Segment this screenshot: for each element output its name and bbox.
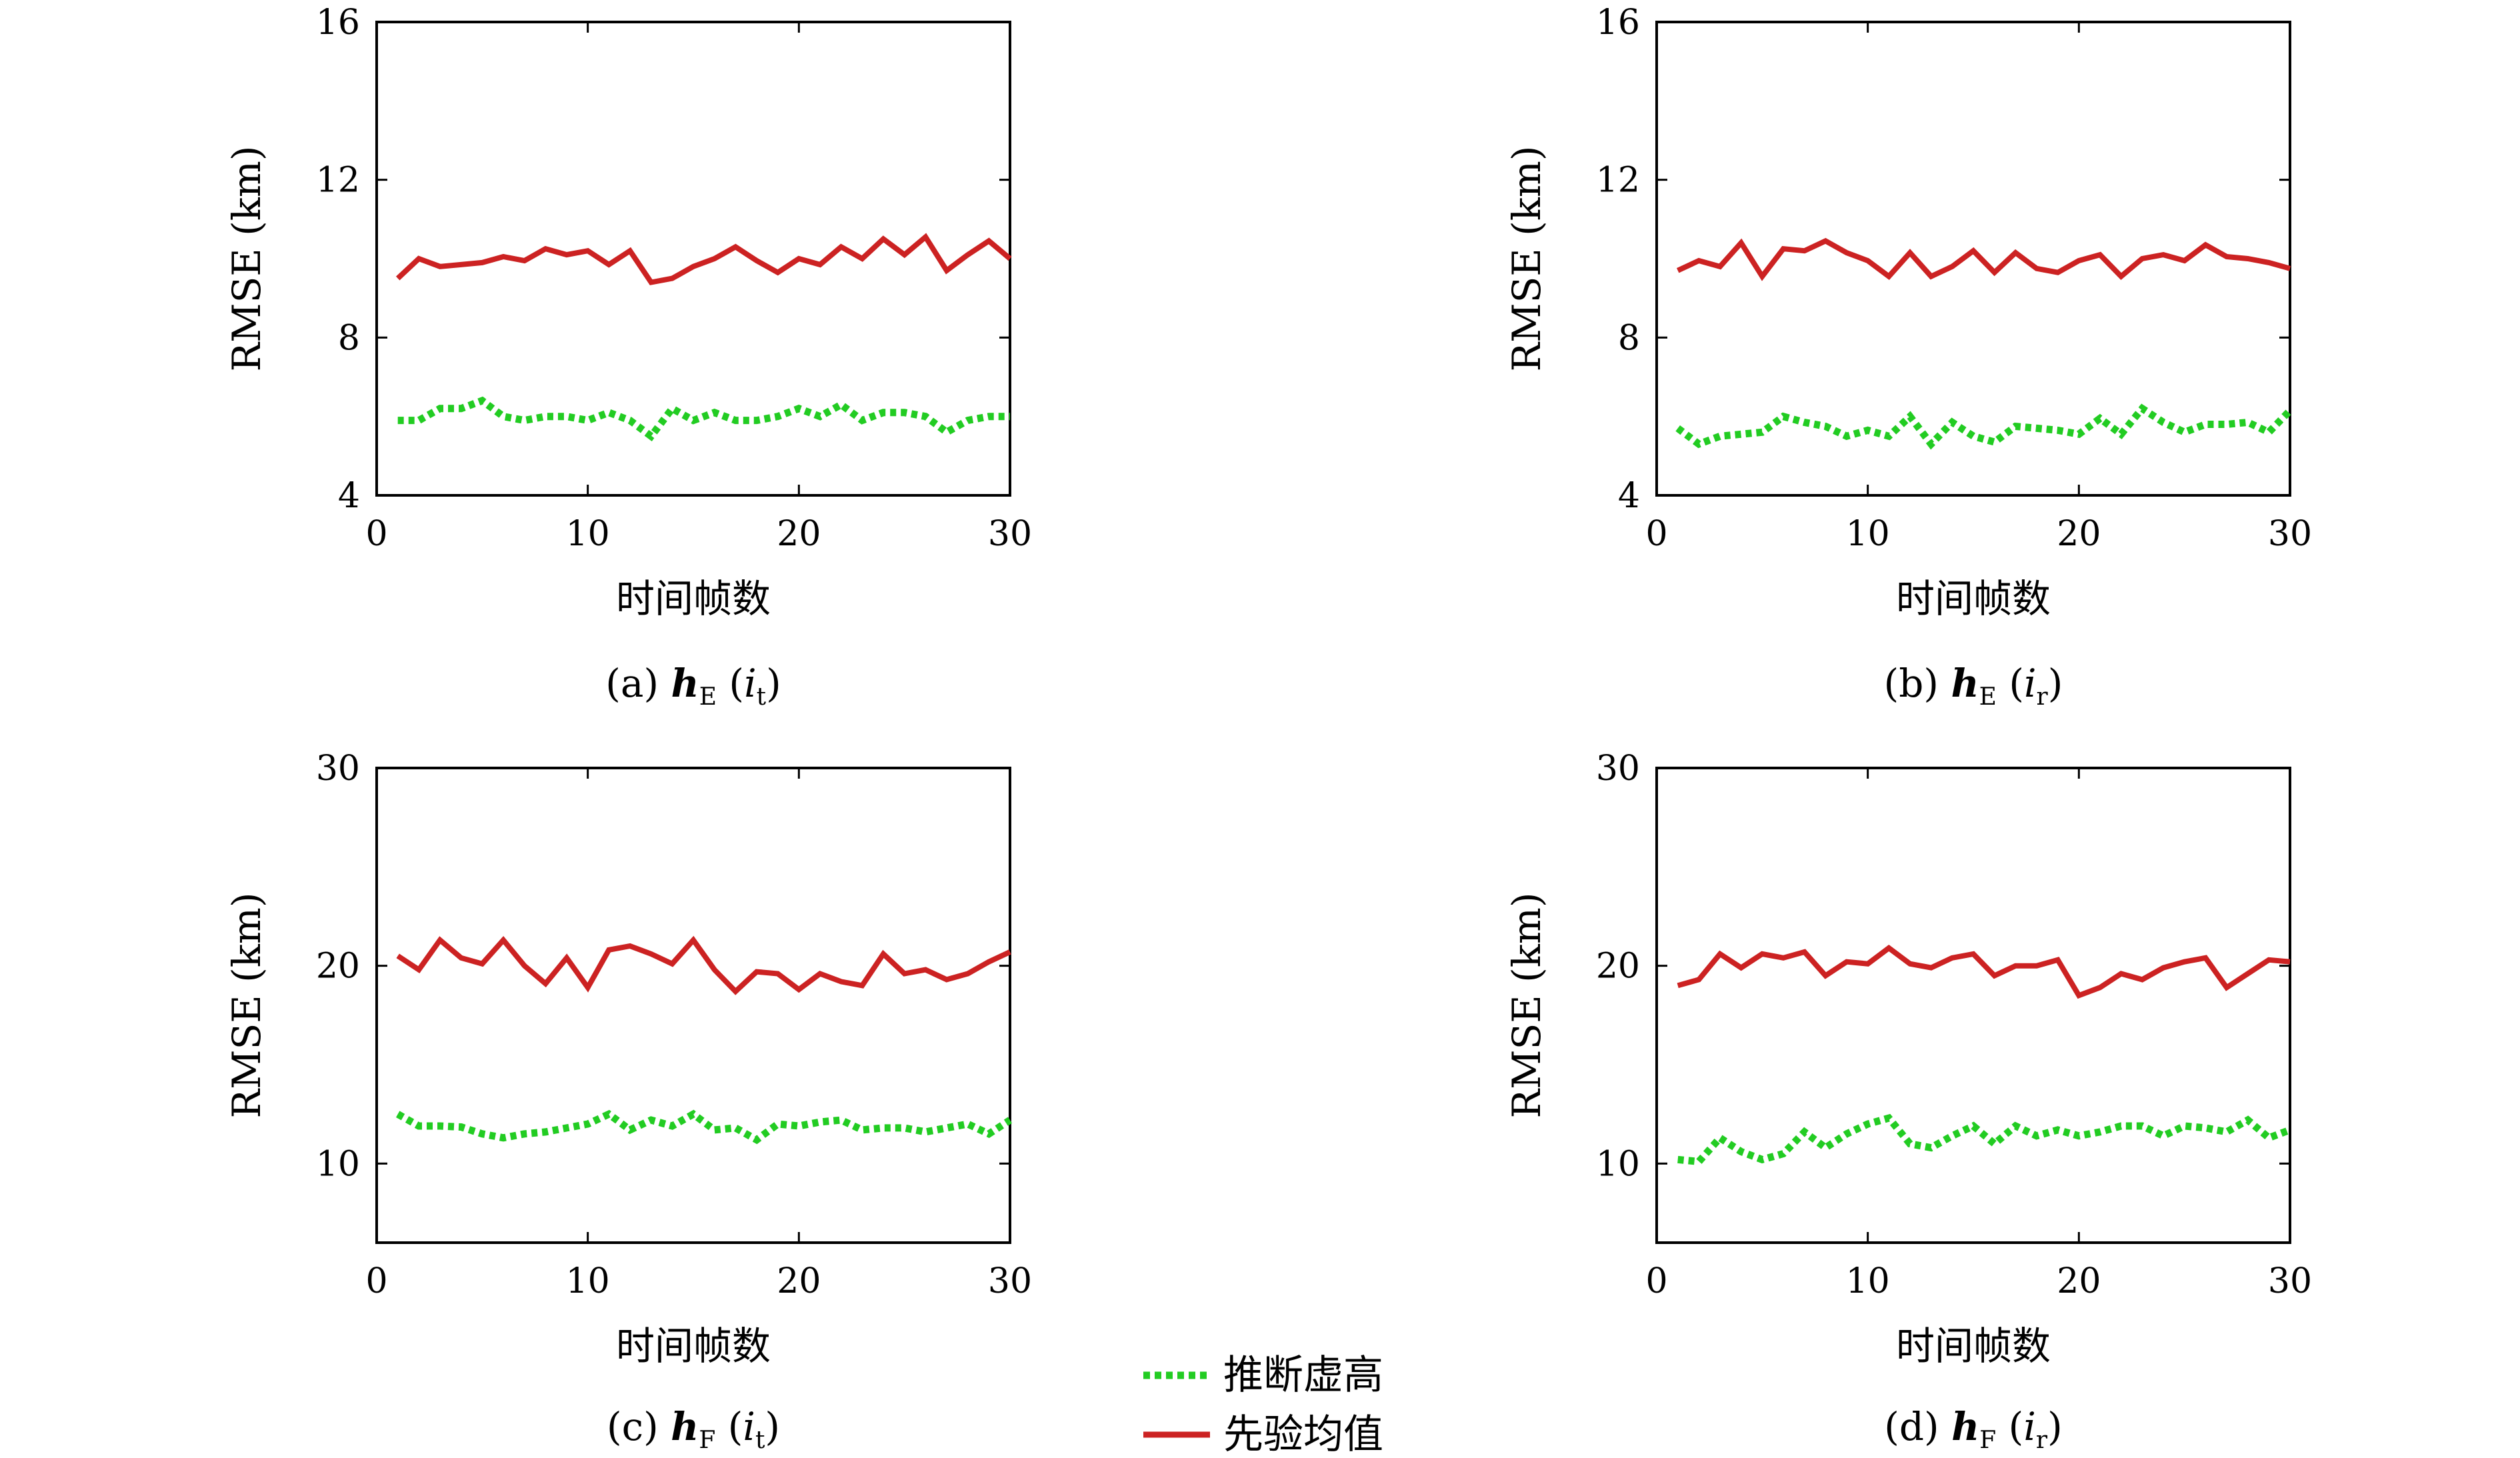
panel-a-series-inferred-line (397, 396, 1010, 441)
panel-a-xtick-label: 0 (365, 514, 387, 554)
panel-d-xlabel: 时间帧数 (1896, 1323, 2051, 1369)
panel-b-ytick-label: 16 (1596, 3, 1640, 43)
panel-c-xlabel: 时间帧数 (616, 1323, 771, 1369)
panel-d-ylabel: RMSE (km) (1504, 893, 1549, 1119)
legend-label-inferred: 推断虚高 (1223, 1352, 1383, 1399)
panel-c-frame (375, 767, 1011, 1244)
panel-d-series-prior-line (1677, 945, 2291, 999)
panel-d-series-inferred-line (1677, 1113, 2291, 1166)
panel-d-xtick-label: 20 (2057, 1261, 2101, 1301)
panel-b-caption: (b) hE (ir) (1884, 661, 2063, 711)
panel-d: 0 10 20 30 10 20 30 时间帧数 RMSE (km) (d) hF (ir) (1504, 749, 2312, 1454)
panel-a-frame (375, 21, 1011, 497)
panel-a-series-prior-line (395, 233, 1012, 285)
panel-a-xlabel: 时间帧数 (616, 576, 771, 621)
panel-b-ylabel: RMSE (km) (1504, 146, 1549, 372)
panel-b-xtick-label: 30 (2268, 514, 2312, 554)
panel-b-series-prior-line (1677, 237, 2291, 281)
panel-a-ytick-label: 16 (316, 3, 360, 43)
panel-a-xtick-label: 20 (777, 514, 821, 554)
panel-c-caption: (c) hF (it) (607, 1404, 780, 1454)
panel-c-series-inferred-line (396, 1109, 1013, 1145)
panel-d-ytick-label: 30 (1596, 749, 1640, 789)
panel-c: 0 10 20 30 10 20 30 时间帧数 RMSE (km) (c) hF (it) (224, 749, 1032, 1454)
panel-c-ytick-label: 20 (316, 947, 360, 987)
panel-c-xtick-label: 20 (777, 1261, 821, 1301)
panel-b-xtick-label: 10 (1846, 514, 1890, 554)
legend-label-prior: 先验均值 (1223, 1411, 1383, 1458)
panel-c-ytick-label: 30 (316, 749, 360, 789)
panel-a-xtick-label: 10 (566, 514, 610, 554)
panel-a-ytick-label: 4 (338, 476, 360, 516)
panel-d-xtick-label: 0 (1645, 1261, 1667, 1301)
panel-c-ylabel: RMSE (km) (224, 893, 269, 1119)
panel-d-caption: (d) hF (ir) (1884, 1404, 2062, 1454)
panel-b-xtick-label: 20 (2057, 514, 2101, 554)
panel-c-xtick-label: 10 (566, 1261, 610, 1301)
panel-a-ytick-label: 12 (316, 161, 360, 201)
panel-b-xtick-label: 0 (1645, 514, 1667, 554)
panel-b-frame (1655, 21, 2291, 497)
panel-a-ylabel: RMSE (km) (224, 146, 269, 372)
panel-c-xtick-label: 30 (988, 1261, 1032, 1301)
panel-b-ytick-label: 12 (1596, 161, 1640, 201)
panel-a-ytick-label: 8 (338, 318, 360, 358)
panel-a-xtick-label: 30 (988, 514, 1032, 554)
legend: 推断虚高 先验均值 (1143, 1352, 1383, 1458)
panel-b-xlabel: 时间帧数 (1896, 576, 2051, 621)
panel-a-caption: (a) hE (it) (605, 661, 781, 711)
panel-c-ytick-label: 10 (316, 1144, 360, 1184)
panel-d-xtick-label: 30 (2268, 1261, 2312, 1301)
panel-b-ytick-label: 4 (1618, 476, 1640, 516)
panel-d-frame (1655, 767, 2291, 1244)
panel-c-series-prior-line (396, 935, 1011, 995)
panel-b-series-inferred-line (1675, 403, 2293, 450)
panel-c-xtick-label: 0 (365, 1261, 387, 1301)
panel-b: 0 10 20 30 4 8 12 16 时间帧数 RMSE (km) (b) hE (ir) (1504, 3, 2312, 711)
panel-d-ytick-label: 10 (1596, 1144, 1640, 1184)
panel-a: 0 10 20 30 4 8 12 16 时间帧数 RMSE (km) (a) hE (it) (224, 3, 1032, 711)
panel-d-ytick-label: 20 (1596, 947, 1640, 987)
panel-d-xtick-label: 10 (1846, 1261, 1890, 1301)
panel-b-ytick-label: 8 (1618, 318, 1640, 358)
